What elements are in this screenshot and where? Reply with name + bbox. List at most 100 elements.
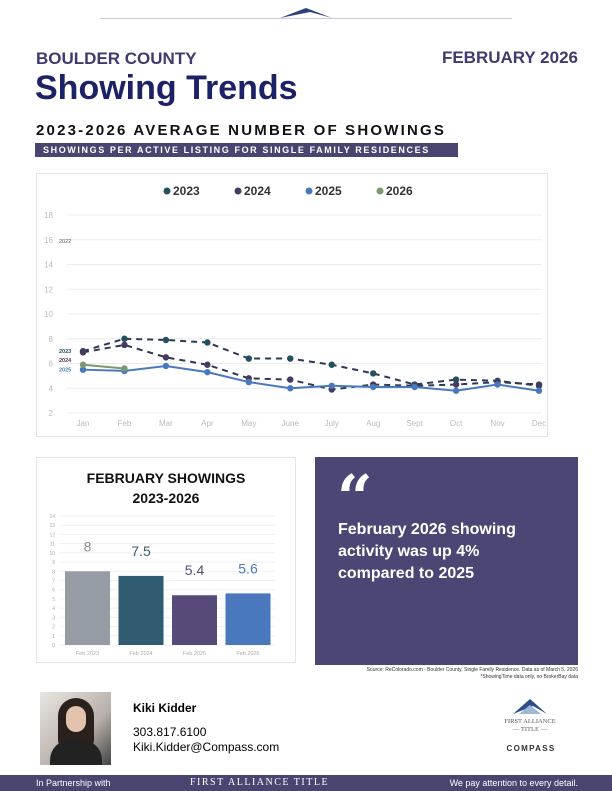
y-tick-label: 0 bbox=[52, 643, 55, 649]
data-point-2025 bbox=[369, 383, 377, 391]
bar-chart-title: FEBRUARY SHOWINGS 2023-2026 bbox=[37, 468, 295, 508]
line-chart-panel: 2 4 6 8 10 12 14 16 18 Jan Feb Mar Apr May June July Aug… bbox=[36, 173, 548, 437]
agent-phone[interactable]: 303.817.6100 bbox=[133, 725, 207, 739]
x-tick-label: May bbox=[241, 419, 256, 428]
y-tick-label: 11 bbox=[50, 542, 55, 548]
x-tick-label: Apr bbox=[201, 419, 214, 428]
data-point-2023 bbox=[245, 355, 253, 362]
legend-label: 2024 bbox=[244, 184, 271, 198]
source-line: Source: ReColorado.com - Boulder County,… bbox=[366, 667, 578, 673]
data-point-2024 bbox=[79, 349, 87, 356]
footer-tagline: We pay attention to every detail. bbox=[449, 778, 578, 788]
footer-partnership: In Partnership with bbox=[36, 778, 111, 788]
y-tick-label: 8 bbox=[52, 569, 55, 575]
y-tick-label: 4 bbox=[52, 606, 55, 612]
page-title: Showing Trends bbox=[35, 69, 298, 107]
y-tick-label: 13 bbox=[49, 523, 55, 529]
y-tick-label: 6 bbox=[52, 588, 55, 594]
side-label: 2022 bbox=[59, 239, 71, 245]
agent-photo bbox=[40, 692, 111, 765]
data-point-2024 bbox=[535, 381, 543, 388]
bar-Feb-2025 bbox=[172, 595, 217, 645]
report-month: FEBRUARY 2026 bbox=[441, 48, 578, 67]
side-label: 2024 bbox=[59, 358, 72, 364]
x-tick-label: Feb 2025 bbox=[183, 651, 206, 657]
y-tick-label: 16 bbox=[44, 236, 53, 245]
data-point-2026 bbox=[79, 361, 87, 368]
data-point-2025 bbox=[245, 378, 253, 386]
legend-label: 2025 bbox=[315, 184, 342, 198]
footer-brand: FIRST ALLIANCE TITLE bbox=[190, 777, 330, 788]
data-point-2023 bbox=[162, 336, 170, 344]
y-tick-label: 2 bbox=[52, 625, 55, 631]
line-chart: 2 4 6 8 10 12 14 16 18 Jan Feb Mar Apr May June July Aug… bbox=[44, 184, 546, 428]
legend-marker bbox=[305, 187, 313, 195]
y-tick-label: 14 bbox=[49, 514, 55, 520]
side-label: 2023 bbox=[59, 349, 71, 355]
x-tick-label: Dec bbox=[532, 419, 546, 428]
y-tick-label: 9 bbox=[52, 560, 55, 566]
data-point-2024 bbox=[287, 376, 294, 383]
y-tick-label: 2 bbox=[49, 409, 54, 418]
first-alliance-roof-logo-icon bbox=[280, 8, 332, 18]
y-tick-label: 5 bbox=[52, 597, 55, 603]
data-point-2025 bbox=[494, 381, 501, 388]
x-tick-label: June bbox=[282, 419, 300, 428]
bar-Feb-2026 bbox=[225, 593, 271, 645]
data-point-2025 bbox=[411, 383, 418, 391]
agent-name: Kiki Kidder bbox=[133, 701, 197, 715]
bar-chart-panel: FEBRUARY SHOWINGS 2023-2026 0 1 2 3 4 5 6 7 8 9 10 1… bbox=[36, 457, 296, 663]
chart-subtitle: SHOWINGS PER ACTIVE LISTING FOR SINGLE F… bbox=[35, 143, 458, 157]
legend-label: 2023 bbox=[173, 184, 200, 198]
quote-callout: “ February 2026 showing activity was up … bbox=[315, 457, 578, 665]
y-tick-label: 10 bbox=[49, 551, 55, 557]
roof-logo-icon bbox=[513, 699, 547, 714]
data-point-2023 bbox=[369, 370, 377, 377]
data-point-2026 bbox=[121, 365, 128, 372]
y-tick-label: 7 bbox=[52, 579, 55, 585]
x-tick-label: Feb 2026 bbox=[236, 651, 259, 657]
data-point-2023 bbox=[328, 361, 335, 368]
legend-label: 2026 bbox=[386, 184, 413, 198]
data-point-2025 bbox=[162, 362, 170, 370]
bar-title-line2: 2023-2026 bbox=[132, 490, 200, 506]
bar-value-label: 5.4 bbox=[185, 562, 205, 578]
series-line-2024 bbox=[82, 343, 540, 391]
series-line-2023 bbox=[82, 337, 540, 387]
source-note: Source: ReColorado.com - Boulder County,… bbox=[367, 667, 578, 681]
data-point-2023 bbox=[452, 376, 460, 383]
data-point-2024 bbox=[121, 341, 128, 349]
legend-marker bbox=[234, 187, 242, 195]
x-tick-label: July bbox=[325, 419, 339, 428]
agent-email[interactable]: Kiki.Kidder@Compass.com bbox=[133, 740, 280, 754]
data-point-2025 bbox=[79, 366, 87, 373]
bar-title-line1: FEBRUARY SHOWINGS bbox=[86, 470, 246, 486]
y-tick-label: 14 bbox=[44, 261, 53, 270]
x-tick-label: Feb 2023 bbox=[76, 651, 99, 657]
header-rule bbox=[100, 18, 512, 19]
data-point-2023 bbox=[287, 355, 294, 362]
data-point-2024 bbox=[452, 381, 460, 388]
x-tick-label: Aug bbox=[366, 419, 380, 428]
source-footnote: *ShowingTime data only, no BrokerBay dat… bbox=[480, 674, 578, 680]
x-tick-label: Sept bbox=[406, 419, 423, 428]
bar-value-label: 7.5 bbox=[131, 543, 151, 559]
logo-text-line2: — TITLE — bbox=[512, 726, 548, 733]
y-tick-label: 3 bbox=[52, 615, 55, 621]
chart-title: 2023-2026 AVERAGE NUMBER OF SHOWINGS bbox=[36, 122, 447, 139]
bar-Feb-2024 bbox=[118, 575, 164, 645]
data-point-2023 bbox=[204, 339, 211, 346]
y-tick-label: 10 bbox=[44, 310, 53, 319]
x-tick-label: Mar bbox=[159, 419, 173, 428]
data-point-2025 bbox=[452, 387, 460, 394]
y-tick-label: 6 bbox=[49, 360, 54, 369]
quote-text: February 2026 showing activity was up 4%… bbox=[338, 521, 516, 582]
logo-text-line1: FIRST ALLIANCE bbox=[504, 718, 556, 725]
data-point-2025 bbox=[204, 368, 211, 376]
y-tick-label: 12 bbox=[49, 532, 55, 538]
data-point-2025 bbox=[535, 387, 543, 394]
first-alliance-title-logo: FIRST ALLIANCE — TITLE — bbox=[500, 697, 560, 734]
bar-value-label: 5.6 bbox=[238, 560, 258, 576]
compass-logo: COMPASS bbox=[506, 744, 556, 753]
